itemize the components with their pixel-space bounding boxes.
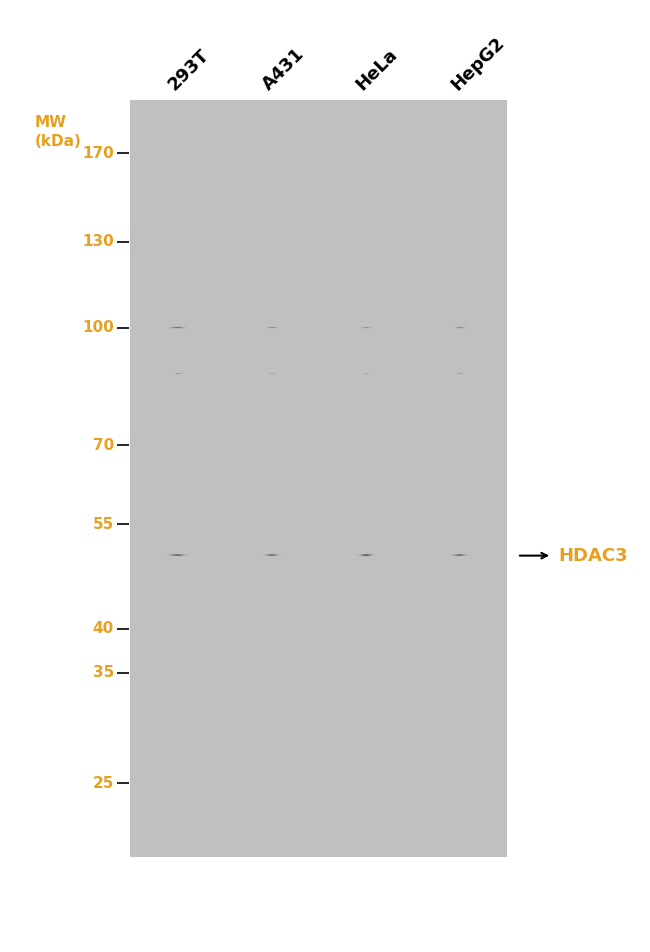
Text: HDAC3: HDAC3 xyxy=(558,546,628,565)
Text: 130: 130 xyxy=(83,234,114,249)
Text: HepG2: HepG2 xyxy=(447,33,508,94)
Text: 35: 35 xyxy=(93,665,114,681)
Text: HeLa: HeLa xyxy=(353,46,402,94)
Bar xyxy=(130,100,507,857)
Text: MW
(kDa): MW (kDa) xyxy=(35,115,82,149)
Text: 100: 100 xyxy=(83,320,114,335)
Text: 170: 170 xyxy=(83,146,114,161)
Text: 55: 55 xyxy=(93,517,114,532)
Text: 70: 70 xyxy=(93,438,114,452)
Text: 40: 40 xyxy=(93,622,114,637)
Text: 25: 25 xyxy=(93,776,114,791)
Text: A431: A431 xyxy=(259,45,307,94)
Text: 293T: 293T xyxy=(164,46,213,94)
